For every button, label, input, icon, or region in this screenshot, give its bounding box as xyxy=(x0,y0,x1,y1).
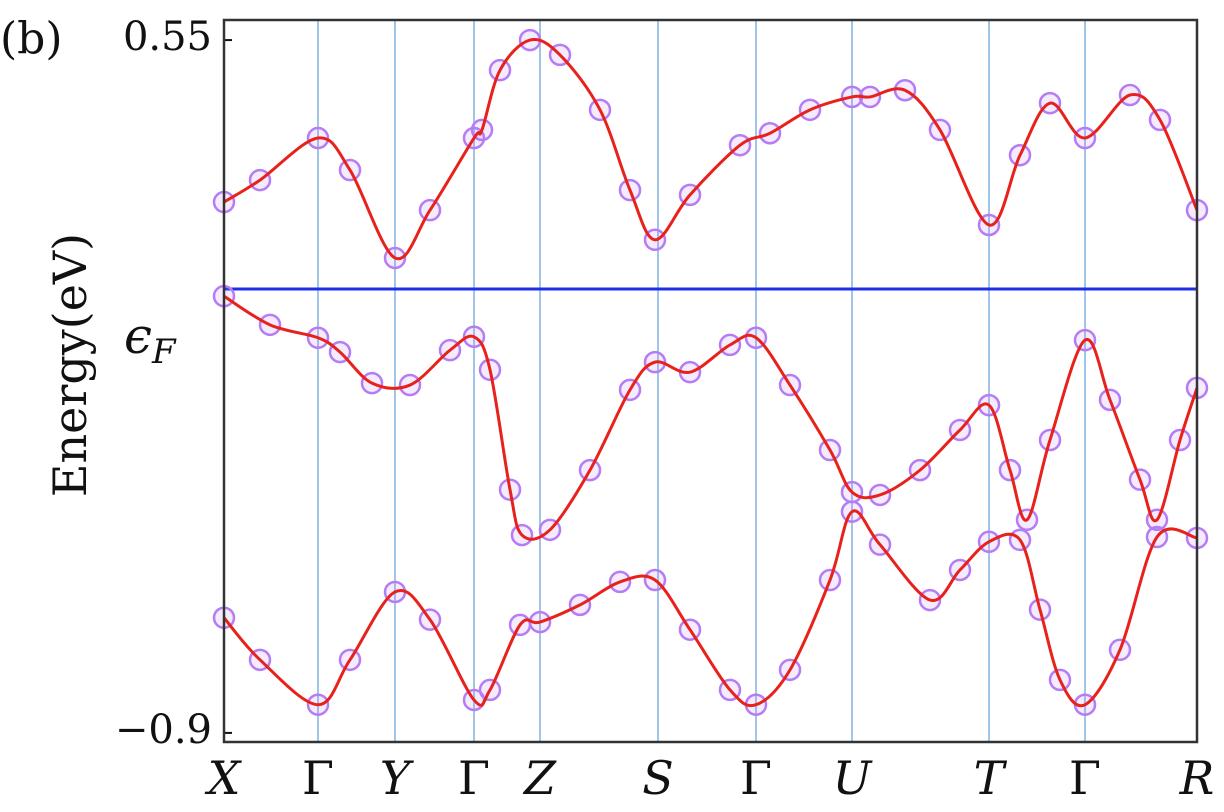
x-tick-label: U xyxy=(833,751,874,805)
x-tick-label: X xyxy=(205,751,243,805)
band-line xyxy=(223,294,1199,541)
x-tick-label: Γ xyxy=(740,751,772,805)
y-tick-label: 0.55 xyxy=(123,14,212,60)
x-tick-label: R xyxy=(1179,751,1215,805)
band-line xyxy=(222,509,1198,708)
x-tick-label: Γ xyxy=(302,751,334,805)
x-tick-label: Γ xyxy=(1069,751,1101,805)
x-tick-label: S xyxy=(642,751,674,805)
y-tick-label: −0.9 xyxy=(115,707,212,753)
fermi-symbol: ϵ xyxy=(124,307,152,365)
y-axis-label: Energy(eV) xyxy=(43,233,97,497)
x-tick-label: Y xyxy=(380,751,415,805)
fermi-label: ϵF xyxy=(124,307,177,372)
x-tick-label: Z xyxy=(522,751,557,805)
plot-frame xyxy=(222,18,1199,744)
x-tick-label: T xyxy=(974,751,1008,805)
fermi-subscript: F xyxy=(151,332,177,372)
panel-label: (b) xyxy=(0,14,63,65)
x-tick-label: Γ xyxy=(458,751,490,805)
band-line xyxy=(223,37,1199,261)
